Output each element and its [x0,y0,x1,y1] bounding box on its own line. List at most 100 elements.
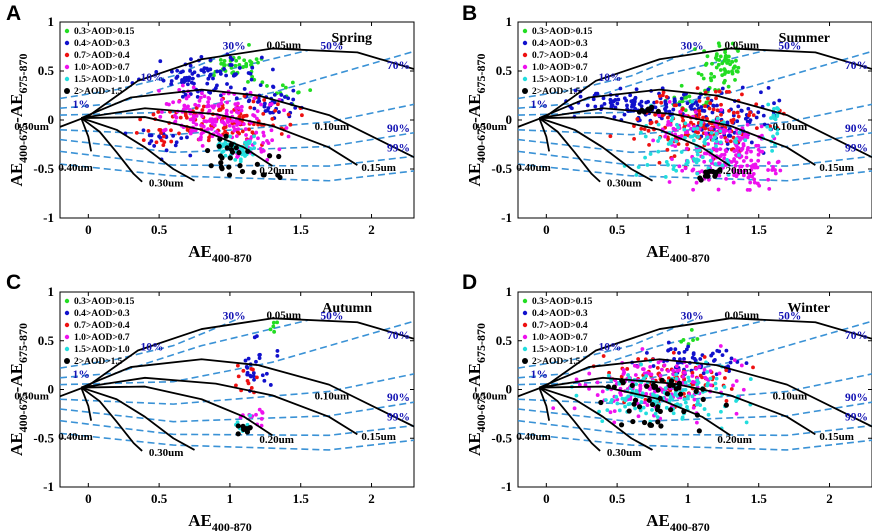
scatter-point [691,127,696,131]
scatter-point [673,386,679,392]
scatter-point [682,349,687,354]
scatter-point [239,104,244,109]
x-tick-label: 2 [368,491,375,506]
scatter-point [257,356,262,361]
scatter-point [693,110,698,114]
scatter-point [756,110,761,115]
scatter-point [746,175,751,180]
scatter-point [664,391,671,397]
scatter-point [695,86,700,91]
scatter-point [235,123,239,127]
scatter-point [279,132,284,136]
scatter-point [574,377,579,382]
scatter-point [239,168,246,175]
fraction-gridline [518,401,872,423]
scatter-point [701,371,706,376]
scatter-point [651,384,657,390]
x-tick-label: 1.5 [751,491,768,506]
legend-label: 2>AOD>1.5 [532,87,581,97]
radius-label: 0.20um [259,434,294,446]
scatter-point [247,425,253,431]
fraction-label: 90% [845,392,868,404]
scatter-point [660,367,664,372]
fraction-label: 50% [320,310,343,322]
scatter-point [207,108,212,113]
scatter-point [636,357,641,361]
scatter-point [204,119,209,124]
legend-marker [64,28,70,34]
scatter-point [250,65,255,70]
scatter-point [622,112,627,117]
scatter-point [775,160,780,165]
scatter-point [726,70,731,74]
scatter-point [239,146,243,151]
scatter-point [700,108,705,113]
scatter-point [667,109,672,114]
scatter-point [211,76,215,81]
fraction-label: 10% [141,72,164,84]
scatter-point [694,157,699,162]
scatter-point [240,129,245,134]
y-tick-label: 1 [48,284,55,299]
scatter-point [633,106,638,111]
scatter-point [725,61,729,65]
scatter-point [655,404,661,410]
y-axis-title-part: 675-870 [16,323,30,363]
scatter-point [775,114,780,119]
scatter-point [746,106,751,111]
scatter-point [697,112,702,117]
scatter-point [729,387,734,391]
scatter-point [261,112,266,116]
scatter-point [658,373,663,378]
scatter-point [218,69,223,74]
y-tick-label: -0.5 [33,430,54,445]
scatter-point [161,143,166,147]
scatter-point [254,359,258,364]
scatter-point [164,102,169,106]
scatter-point [649,401,656,408]
scatter-point [718,140,723,145]
scatter-point [638,384,643,388]
scatter-point [691,352,696,357]
legend-label: 1.5>AOD>1.0 [74,345,130,355]
scatter-point [671,411,676,416]
plot-area [60,42,414,183]
scatter-point [745,119,750,124]
scatter-point [626,408,632,414]
scatter-point [603,398,608,402]
scatter-point [251,371,256,375]
scatter-point [616,97,621,102]
scatter-point [225,100,230,105]
scatter-point [703,137,708,142]
scatter-point [754,126,759,131]
scatter-point [636,404,643,410]
fraction-label: 50% [320,40,343,52]
scatter-point [200,108,205,112]
scatter-point [726,84,731,89]
scatter-point [717,371,722,376]
scatter-point [633,373,638,377]
scatter-point [644,350,649,355]
scatter-point [640,347,645,351]
x-axis-title: AE400-870 [188,242,252,265]
season-title: Summer [779,31,830,46]
scatter-point [745,163,750,168]
scatter-point [664,405,669,410]
scatter-point [691,405,696,410]
scatter-point [663,99,668,104]
scatter-point [683,135,687,140]
scatter-point [286,134,291,139]
scatter-point [248,105,253,110]
scatter-point [729,160,734,164]
scatter-point [724,368,729,373]
scatter-point [262,104,267,109]
scatter-point [759,124,764,129]
scatter-point [716,187,721,192]
scatter-point [708,369,713,374]
scatter-point [244,64,249,69]
y-tick-label: 1 [506,14,513,29]
scatter-point [217,115,222,120]
radius-label: 0.20um [717,165,752,177]
scatter-point [731,383,735,388]
legend-label: 0.7>AOD>0.4 [74,51,130,61]
